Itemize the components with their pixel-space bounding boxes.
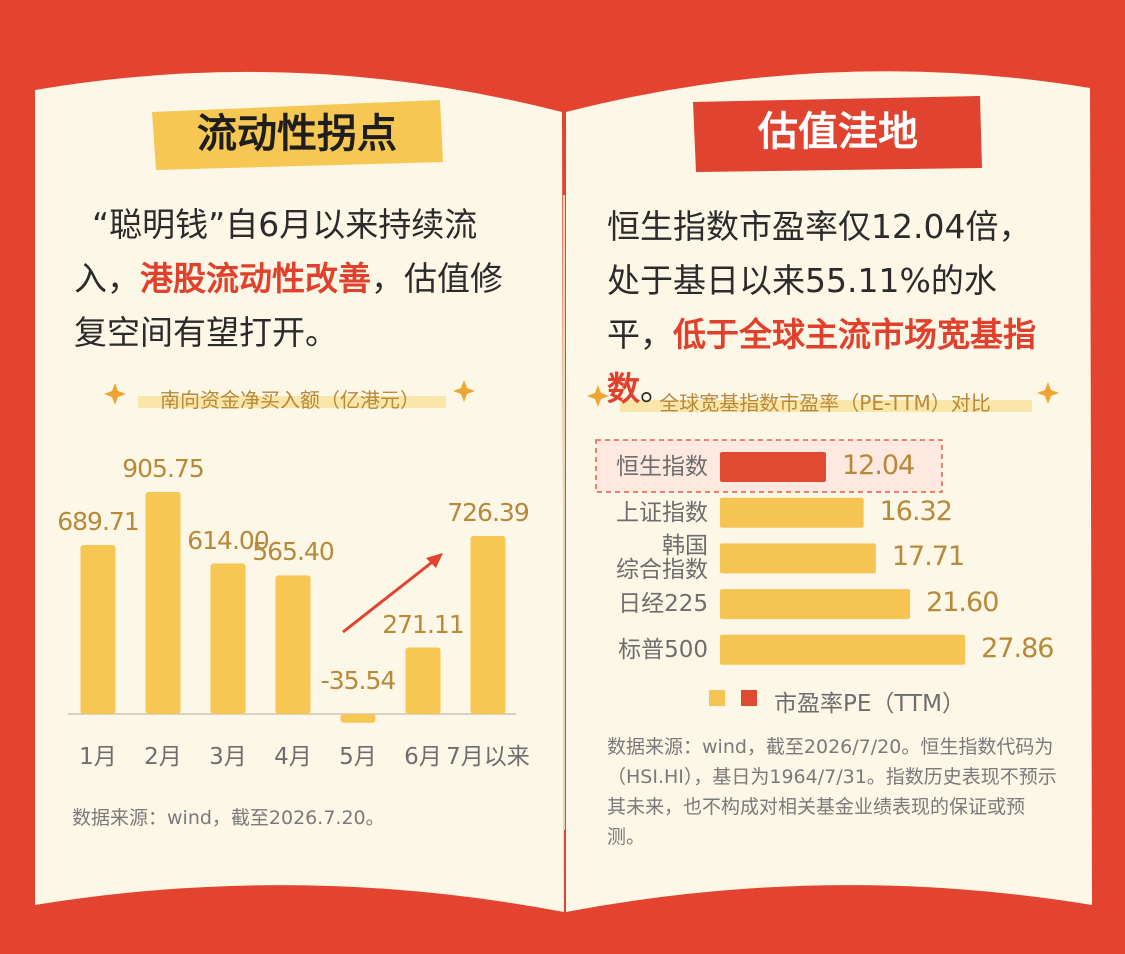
- highlight-text: 港股流动性改善: [140, 259, 371, 298]
- paragraph: “聪明钱”自6月以来持续流入，港股流动性改善，估值修复空间有望打开。: [74, 198, 519, 360]
- x-tick-label: 4月: [274, 744, 312, 770]
- x-tick-label: 7月以来: [446, 744, 530, 770]
- heading: 估值洼地: [758, 109, 918, 155]
- paragraph: 恒生指数市盈率仅12.04倍，处于基日以来55.11%的水平，低于全球主流市场宽…: [607, 200, 1062, 416]
- bar: [720, 543, 876, 574]
- bar: [720, 497, 864, 528]
- highlight-text: 低于全球主流市场宽基指数: [607, 315, 1036, 408]
- value-label: 21.60: [926, 587, 999, 619]
- value-label: -35.54: [320, 666, 397, 695]
- heading-bg: [152, 100, 443, 170]
- trend-arrow: [342, 554, 441, 634]
- bar: [405, 647, 441, 714]
- bar: [720, 589, 911, 620]
- sparkles: [104, 380, 1059, 407]
- bar: [210, 563, 246, 714]
- text: “聪明钱”自6月以来持续流入，: [74, 205, 478, 298]
- bar: [275, 575, 311, 714]
- source: 数据来源：wind，截至2026.7.20。: [72, 807, 385, 829]
- bar: [470, 535, 506, 714]
- value-label: 271.11: [382, 609, 464, 639]
- x-tick-label: 1月: [79, 744, 117, 770]
- value-label: 16.32: [879, 495, 953, 527]
- charts: [80, 452, 966, 723]
- y-tick-label: 韩国 综合指数: [616, 533, 708, 584]
- x-tick-label: 5月: [339, 744, 377, 770]
- legend-swatch: [741, 690, 757, 706]
- y-tick-label: 日经225: [618, 591, 708, 618]
- value-label: 565.40: [252, 537, 334, 567]
- x-tick-label: 2月: [144, 744, 182, 770]
- y-tick-label: 上证指数: [616, 499, 708, 526]
- value-label: 689.71: [57, 506, 139, 536]
- bar: [145, 492, 181, 714]
- x-tick-label: 6月: [404, 744, 442, 770]
- legend-label: 市盈率PE（TTM）: [774, 691, 965, 717]
- value-label: 905.75: [122, 454, 204, 483]
- bar: [80, 544, 116, 714]
- chart-title: 全球宽基指数市盈率（PE-TTM）对比: [659, 391, 991, 415]
- bar: [340, 714, 376, 723]
- value-label: 726.39: [447, 497, 529, 527]
- value-label: 27.86: [981, 632, 1054, 664]
- subtitle-highlight: [138, 396, 446, 408]
- text: 。: [640, 369, 673, 408]
- y-tick-label: 标普500: [618, 636, 708, 663]
- arrow-head: [426, 553, 443, 568]
- value-label: 614.00: [187, 525, 269, 555]
- subtitle-highlight: [620, 400, 1032, 412]
- text: ，估值修复空间有望打开。: [74, 259, 503, 352]
- heading-bg: [693, 96, 982, 172]
- bar: [720, 634, 966, 665]
- y-tick-label: 恒生指数: [616, 454, 708, 480]
- chart-title: 南向资金净买入额（亿港元）: [160, 388, 420, 412]
- value-label: 12.04: [841, 450, 915, 481]
- text: 恒生指数市盈率仅12.04倍，处于基日以来55.11%的水平，: [607, 207, 1032, 354]
- x-tick-label: 3月: [209, 744, 247, 770]
- heading: 流动性拐点: [197, 111, 397, 157]
- bar: [720, 452, 826, 482]
- source: 数据来源：wind，截至2026/7/20。恒生指数代码为（HSI.HI），基日…: [607, 736, 1057, 848]
- legend-swatch: [709, 690, 725, 706]
- value-label: 17.71: [891, 541, 965, 573]
